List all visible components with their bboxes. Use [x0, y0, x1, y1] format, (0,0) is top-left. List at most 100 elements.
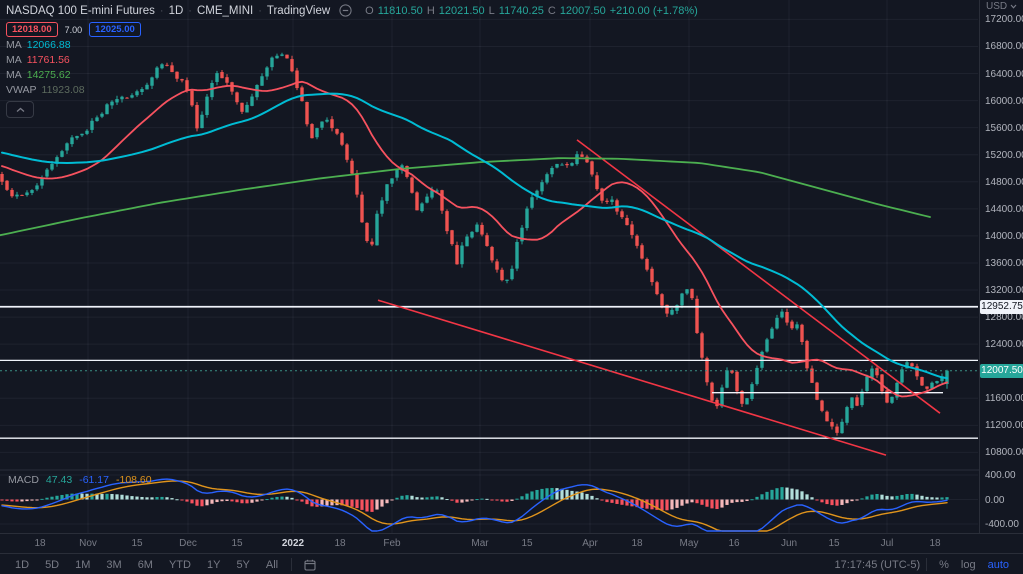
source-collapse-icon[interactable]	[339, 4, 352, 17]
auto-scale-button[interactable]: auto	[987, 558, 1009, 571]
ma-mid-row[interactable]: MA 11761.56	[6, 53, 698, 67]
range-button-5y[interactable]: 5Y	[236, 558, 250, 571]
range-button-1d[interactable]: 1D	[15, 558, 30, 571]
range-button-5d[interactable]: 5D	[45, 558, 60, 571]
low-label: L	[488, 4, 495, 17]
time-tick-label: 18	[929, 538, 941, 549]
spread-value: 7.00	[61, 23, 86, 36]
sr-price-label[interactable]: 12952.75	[980, 299, 1023, 314]
open-value: 11810.50	[377, 4, 423, 17]
log-scale-button[interactable]: log	[960, 558, 976, 571]
ma-50-line	[1, 92, 948, 380]
buy-button[interactable]: 12025.00	[89, 22, 141, 37]
time-axis[interactable]: 18 Nov 15 Dec 15 2022 18 Feb Mar 15 Apr 18 May 16 Jun 1…	[0, 533, 1023, 554]
time-tick-label: Feb	[383, 538, 401, 549]
clock[interactable]: 17:17:45 (UTC-5)	[834, 558, 921, 571]
price-tick-label: 10800.00	[985, 447, 1023, 459]
price-tick-label: 11600.00	[985, 393, 1023, 405]
time-tick-label: 15	[231, 538, 243, 549]
toolbar-divider	[926, 558, 928, 571]
time-tick-label: 18	[631, 538, 643, 549]
macd-tick-label: -400.00	[985, 519, 1019, 531]
calendar-icon	[304, 559, 316, 571]
price-tick-label: 12400.00	[985, 339, 1023, 351]
currency-label: USD	[986, 1, 1008, 12]
last-price-label: 12007.50	[980, 363, 1023, 378]
time-tick-label: 2022	[281, 538, 305, 549]
time-tick-label: Nov	[79, 538, 97, 549]
price-tick-label: 16400.00	[985, 68, 1023, 80]
time-tick-label: 15	[521, 538, 533, 549]
price-tick-label: 16000.00	[985, 95, 1023, 107]
range-button-6m[interactable]: 6M	[137, 558, 153, 571]
time-tick-label: 15	[131, 538, 143, 549]
range-button-1y[interactable]: 1Y	[206, 558, 221, 571]
ma-fast-value: 12066.88	[26, 39, 71, 51]
macd-histogram	[0, 487, 949, 512]
chevron-up-icon	[16, 107, 24, 112]
macd-line-value: -61.17	[79, 474, 109, 486]
go-to-date-button[interactable]	[298, 558, 322, 572]
range-button-ytd[interactable]: YTD	[168, 558, 191, 571]
time-tick-label: 16	[728, 538, 740, 549]
range-button-3m[interactable]: 3M	[106, 558, 122, 571]
toolbar-right: 17:17:45 (UTC-5) % log auto	[835, 558, 1023, 572]
close-label: C	[547, 4, 556, 17]
ma-fast-row[interactable]: MA 12066.88	[6, 38, 698, 52]
price-tick-label: 14000.00	[985, 230, 1023, 242]
separator: ·	[188, 4, 192, 17]
high-value: 12021.50	[438, 4, 485, 17]
price-chart-canvas[interactable]	[0, 0, 1023, 533]
price-tick-label: 14800.00	[985, 176, 1023, 188]
ma-slow-label: MA	[6, 69, 22, 81]
ma-mid-label: MA	[6, 54, 22, 66]
vwap-value: 11923.08	[41, 84, 85, 96]
time-tick-label: 15	[828, 538, 840, 549]
ma-slow-value: 14275.62	[26, 69, 71, 81]
price-tick-label: 17200.00	[985, 14, 1023, 26]
brand-label: TradingView	[266, 4, 331, 17]
high-label: H	[426, 4, 435, 17]
macd-hist-value: 47.43	[45, 474, 73, 486]
price-tick-label: 13200.00	[985, 285, 1023, 297]
price-tick-label: 13600.00	[985, 257, 1023, 269]
macd-tick-label: 400.00	[985, 469, 1016, 481]
interval-label[interactable]: 1D	[168, 4, 184, 17]
trend-lines	[377, 139, 941, 456]
symbol-header-row: NASDAQ 100 E-mini Futures · 1D · CME_MIN…	[6, 3, 698, 18]
open-label: O	[365, 4, 374, 17]
time-tick-label: Mar	[471, 538, 489, 549]
symbol-title[interactable]: NASDAQ 100 E-mini Futures	[6, 4, 155, 17]
separator: ·	[258, 4, 262, 17]
percent-scale-button[interactable]: %	[939, 558, 949, 571]
support-resistance-lines	[0, 305, 978, 439]
price-axis-currency[interactable]: USD	[986, 1, 1017, 12]
vwap-label: VWAP	[6, 84, 37, 96]
ohlc-readout: O 11810.50 H 12021.50 L 11740.25 C 12007.50 …	[365, 5, 698, 17]
ma-slow-row[interactable]: MA 14275.62	[6, 68, 698, 82]
exchange-label: CME_MINI	[196, 4, 254, 17]
macd-tick-label: 0.00	[985, 494, 1005, 506]
quote-row: 12018.00 7.00 12025.00	[6, 22, 698, 37]
range-button-all[interactable]: All	[265, 558, 279, 571]
vwap-row[interactable]: VWAP 11923.08	[6, 83, 698, 97]
time-tick-label: Jun	[780, 538, 798, 549]
time-tick-label: May	[679, 538, 699, 549]
price-tick-label: 15200.00	[985, 149, 1023, 161]
macd-legend[interactable]: MACD 47.43 -61.17 -108.60	[8, 474, 152, 486]
ma-200-line	[0, 157, 931, 237]
price-axis[interactable]: USD 17200.00 16800.00 16400.00 16000.00 1560…	[979, 0, 1023, 548]
candles	[0, 52, 949, 436]
bottom-toolbar: 1D 5D 1M 3M 6M YTD 1Y 5Y All 17:17:45 (UTC-5) % …	[0, 553, 1023, 574]
ma-fast-label: MA	[6, 39, 22, 51]
price-tick-label: 15600.00	[985, 122, 1023, 134]
collapse-indicators-button[interactable]	[6, 101, 34, 118]
sell-button[interactable]: 12018.00	[6, 22, 58, 37]
separator: ·	[159, 4, 164, 17]
chart-legend: NASDAQ 100 E-mini Futures · 1D · CME_MIN…	[6, 3, 698, 118]
price-tick-label: 16800.00	[985, 41, 1023, 53]
ma-mid-value: 11761.56	[26, 54, 70, 66]
range-button-1m[interactable]: 1M	[75, 558, 91, 571]
macd-label: MACD	[8, 474, 39, 486]
